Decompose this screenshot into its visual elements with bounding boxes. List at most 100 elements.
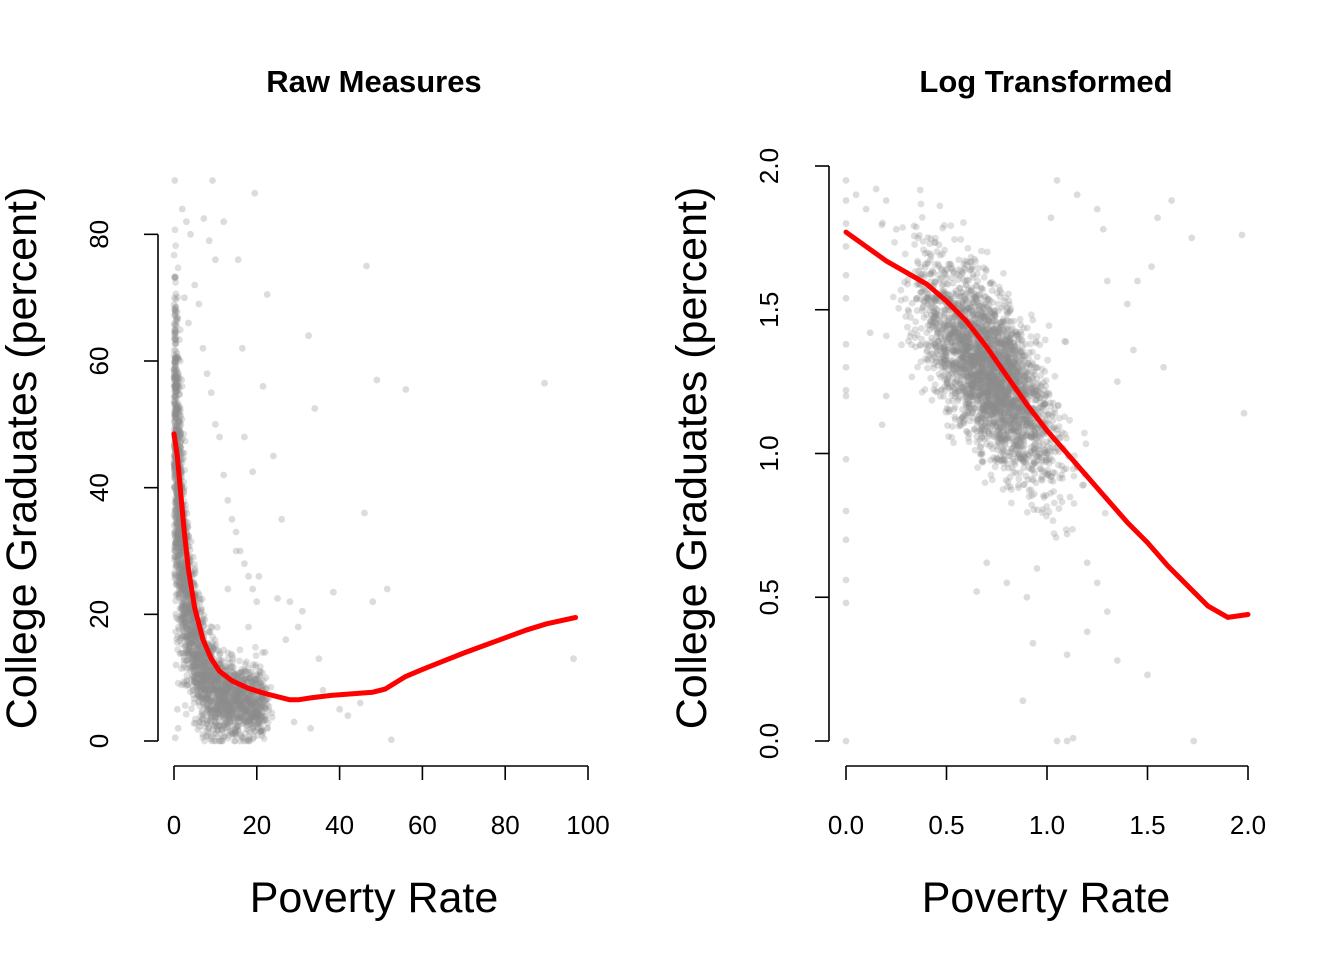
scatter-point: [192, 666, 200, 674]
scatter-point: [1062, 338, 1070, 346]
scatter-point: [214, 699, 222, 707]
scatter-point: [203, 681, 210, 689]
scatter-point: [196, 663, 204, 671]
scatter-point: [1101, 509, 1109, 517]
scatter-point: [204, 720, 211, 727]
scatter-point: [198, 695, 206, 703]
scatter-point: [245, 726, 253, 734]
scatter-point: [230, 737, 238, 745]
scatter-point: [1032, 460, 1039, 467]
scatter-point: [176, 569, 184, 577]
scatter-point: [193, 680, 201, 688]
scatter-point: [220, 218, 228, 226]
scatter-point: [174, 368, 182, 376]
scatter-point: [231, 728, 239, 736]
x-axis-label: Poverty Rate: [250, 874, 499, 922]
scatter-point: [179, 565, 186, 573]
scatter-point: [170, 418, 178, 426]
scatter-point: [207, 697, 215, 705]
scatter-point: [171, 274, 179, 282]
scatter-point: [222, 685, 230, 693]
scatter-point: [373, 376, 381, 384]
scatter-point: [225, 706, 233, 714]
scatter-point: [1043, 503, 1051, 510]
scatter-point: [205, 667, 213, 675]
scatter-point: [172, 410, 180, 418]
scatter-point: [211, 677, 219, 685]
scatter-point: [1049, 517, 1057, 525]
scatter-point: [319, 686, 327, 694]
scatter-point: [240, 433, 248, 441]
scatter-point: [214, 683, 221, 691]
scatter-point: [237, 711, 245, 719]
scatter-point: [344, 712, 352, 720]
scatter-point: [171, 376, 178, 384]
scatter-point: [978, 247, 985, 255]
scatter-point: [259, 669, 266, 677]
scatter-point: [249, 678, 257, 686]
scatter-point: [220, 695, 228, 703]
scatter-point: [268, 713, 276, 721]
scatter-point: [240, 737, 248, 745]
scatter-point: [172, 394, 180, 402]
scatter-point: [223, 729, 231, 736]
scatter-point: [171, 382, 179, 389]
scatter-point: [171, 547, 179, 555]
scatter-point: [181, 617, 189, 625]
scatter-point: [170, 369, 178, 377]
scatter-point: [205, 675, 212, 683]
scatter-point: [939, 224, 947, 232]
scatter-point: [246, 674, 253, 682]
scatter-point: [254, 709, 262, 717]
scatter-point: [231, 708, 239, 716]
scatter-point: [172, 383, 180, 390]
scatter-point: [182, 585, 190, 593]
scatter-point: [213, 686, 221, 694]
scatter-point: [173, 499, 181, 507]
scatter-point: [256, 668, 264, 676]
scatter-point: [173, 406, 181, 413]
scatter-point: [216, 433, 223, 441]
scatter-point: [235, 657, 243, 665]
scatter-point: [1044, 356, 1052, 364]
scatter-point: [213, 708, 221, 716]
scatter-point: [172, 385, 180, 393]
scatter-point: [236, 547, 244, 555]
scatter-point: [171, 177, 179, 184]
scatter-point: [195, 651, 202, 659]
scatter-point: [175, 593, 183, 601]
scatter-point: [361, 509, 368, 517]
y-tick-label: 0: [84, 734, 114, 748]
y-tick-label: 20: [84, 600, 114, 629]
scatter-point: [1033, 353, 1041, 361]
scatter-point: [184, 681, 192, 689]
scatter-point: [176, 390, 183, 398]
scatter-point: [265, 703, 273, 711]
scatter-point: [1079, 481, 1086, 489]
scatter-point: [205, 697, 213, 705]
scatter-point: [217, 692, 225, 699]
scatter-point: [171, 312, 179, 320]
scatter-point: [1027, 333, 1035, 340]
scatter-point: [198, 672, 206, 680]
scatter-point: [172, 597, 180, 605]
scatter-point: [216, 722, 223, 730]
scatter-point: [171, 414, 179, 422]
scatter-point: [207, 389, 215, 397]
scatter-point: [227, 698, 235, 706]
scatter-point: [171, 355, 179, 363]
scatter-point: [181, 702, 189, 709]
scatter-point: [213, 681, 221, 689]
scatter-point: [200, 675, 208, 683]
scatter-point: [1051, 372, 1059, 380]
scatter-point: [190, 695, 198, 703]
scatter-point: [1021, 340, 1029, 348]
scatter-point: [207, 623, 215, 631]
scatter-point: [187, 663, 195, 670]
scatter-point: [242, 710, 250, 718]
x-tick-label: 100: [566, 810, 609, 840]
scatter-point: [171, 572, 179, 580]
scatter-point: [238, 687, 245, 695]
scatter-point: [212, 687, 220, 695]
scatter-point: [294, 623, 302, 631]
